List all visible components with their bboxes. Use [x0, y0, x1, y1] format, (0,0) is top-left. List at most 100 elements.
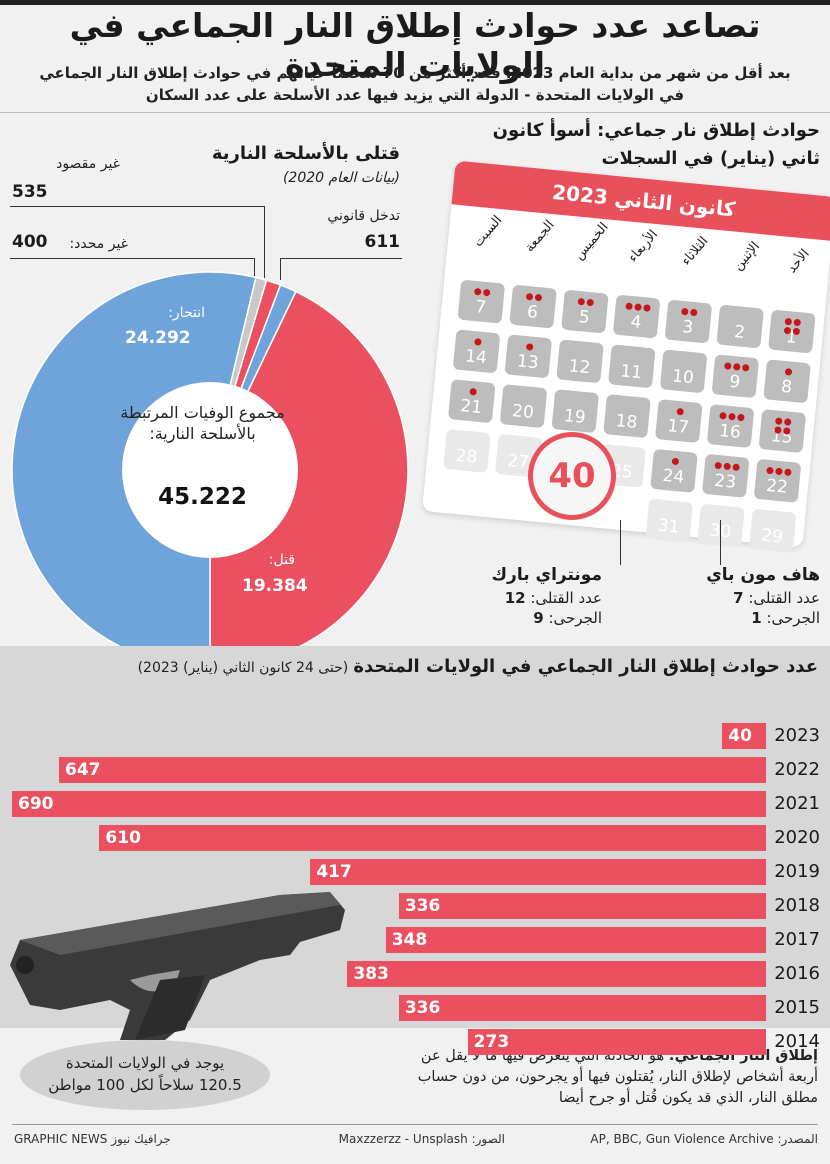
calendar-heading-line-1: حوادث إطلاق نار جماعي: أسوأ كانون — [492, 120, 820, 141]
bar-year-label: 2018 — [774, 895, 820, 916]
leader-line-legal-v — [280, 258, 281, 280]
bar-value-label: 40 — [728, 726, 752, 746]
day-name: الإثنين — [730, 239, 764, 274]
leader-line-unintentional — [10, 206, 265, 207]
incident-dot — [671, 457, 679, 466]
leader-line-undetermined-v — [254, 258, 255, 276]
incident-dot — [774, 417, 783, 425]
subtitle-line-1: بعد أقل من شهر من بداية العام 2023، فقد … — [39, 64, 791, 82]
incident-dot — [525, 343, 534, 351]
calendar-day: 14 — [452, 329, 501, 374]
incident-dot — [642, 304, 651, 312]
incident-dot — [577, 297, 586, 306]
calendar-day-number: 28 — [454, 445, 479, 468]
calendar-day: 29 — [748, 508, 797, 553]
incident-dot — [675, 407, 684, 416]
total-incidents-circle: 40 — [528, 432, 616, 520]
calendar-day-number: 11 — [619, 361, 643, 384]
incident-name: مونتراي بارك — [491, 565, 602, 585]
leader-line-unintentional-v — [264, 206, 265, 278]
incident-dot — [468, 387, 477, 396]
incident-name: هاف مون باي — [706, 565, 820, 585]
calendar-day: 8 — [763, 359, 811, 404]
calendar-day-number: 18 — [614, 411, 639, 434]
incident-dot — [689, 308, 698, 317]
killed-value: 7 — [733, 589, 744, 607]
incident-dot — [473, 287, 482, 296]
bar-2022 — [58, 757, 766, 783]
page-title: تصاعد عدد حوادث إطلاق النار الجماعي في ا… — [69, 6, 761, 84]
leader-line-legal — [280, 258, 402, 259]
calendar-day: 16 — [706, 404, 755, 449]
incident-dot — [783, 418, 792, 426]
label-homicide: قتل: — [268, 552, 295, 568]
incident-dot — [741, 363, 750, 372]
incident-dot — [586, 298, 595, 307]
bar-year-label: 2017 — [774, 929, 820, 950]
calendar-day-number: 12 — [567, 356, 592, 379]
bar-year-label: 2023 — [774, 725, 820, 746]
calendar-day: 24 — [650, 448, 698, 493]
day-name: الجمعة — [522, 217, 558, 256]
value-unintentional: 535 — [12, 182, 48, 202]
bar-value-label: 336 — [404, 896, 441, 916]
bar-2018 — [398, 893, 766, 919]
calendar-day: 23 — [701, 453, 750, 498]
calendar-card: كانون الثاني 2023 الأحد الإثنين الثلاثاء ال… — [422, 160, 830, 553]
calendar-day-number: 19 — [562, 406, 587, 429]
bar-value-label: 647 — [64, 760, 101, 780]
calendar-day: 28 — [443, 428, 491, 473]
day-name: الأحد — [784, 246, 813, 277]
calendar-day: 2 — [716, 304, 764, 349]
calendar-day: 31 — [645, 498, 694, 543]
label-unintentional: غير مقصود — [56, 156, 120, 172]
bar-value-label: 610 — [105, 828, 141, 848]
killed-label: عدد القتلى: — [748, 589, 820, 607]
incident-dot — [525, 292, 534, 301]
calendar-month-title: كانون الثاني 2023 — [451, 160, 830, 241]
incident-dot — [633, 303, 642, 311]
bar-chart-note: (حتى 24 كانون الثاني (يناير) 2023) — [137, 660, 349, 676]
incident-dot — [783, 468, 792, 477]
incident-dot — [731, 463, 740, 472]
calendar-day-number: 10 — [671, 366, 695, 389]
injured-label: الجرحى: — [766, 609, 820, 627]
gun-note-line-1: يوجد في الولايات المتحدة — [65, 1054, 225, 1072]
bar-chart-title: عدد حوادث إطلاق النار الجماعي في الولايا… — [353, 656, 818, 677]
calendar-day: 12 — [556, 339, 604, 384]
incident-dot — [727, 412, 736, 421]
calendar-heading-line-2: ثاني (يناير) في السجلات — [601, 148, 820, 169]
label-suicide: انتحار: — [168, 305, 205, 321]
leader-line-half-moon-bay — [720, 520, 721, 565]
calendar-day-number: 20 — [511, 401, 535, 424]
divider — [0, 112, 830, 113]
bar-value-label: 383 — [353, 964, 389, 984]
footer-source: المصدر: AP, BBC, Gun Violence Archive — [590, 1132, 818, 1146]
day-name: الخميس — [571, 219, 612, 263]
incident-dot — [713, 461, 722, 470]
calendar-day-number: 27 — [506, 450, 530, 473]
incident-monterey-park: مونتراي بارك عدد القتلى: 12 الجرحى: 9 — [430, 565, 602, 627]
injured-value: 9 — [533, 609, 544, 627]
calendar-day: 21 — [447, 379, 496, 424]
calendar-day: 9 — [711, 354, 760, 399]
day-name: السبت — [470, 212, 506, 250]
incident-dot — [774, 467, 783, 476]
incident-dot — [736, 413, 745, 422]
value-undetermined: 400 — [12, 232, 48, 252]
day-name: الثلاثاء — [678, 233, 712, 269]
bar-year-label: 2019 — [774, 861, 820, 882]
bar-year-label: 2021 — [774, 793, 820, 814]
footer-credit: GRAPHIC NEWS جرافيك نيوز — [14, 1132, 171, 1146]
calendar-day: 20 — [499, 384, 548, 429]
bar-2019 — [310, 859, 766, 885]
incident-dot — [792, 327, 801, 336]
bar-value-label: 336 — [404, 998, 441, 1018]
calendar-day: 18 — [603, 394, 651, 439]
calendar-day: 7 — [457, 279, 506, 324]
calendar-day: 1 — [768, 309, 816, 354]
calendar-day: 4 — [612, 294, 661, 339]
incident-dot — [482, 288, 491, 297]
footer-divider — [12, 1124, 818, 1125]
gun-note-line-2: 120.5 سلاحاً لكل 100 مواطن — [48, 1076, 242, 1094]
